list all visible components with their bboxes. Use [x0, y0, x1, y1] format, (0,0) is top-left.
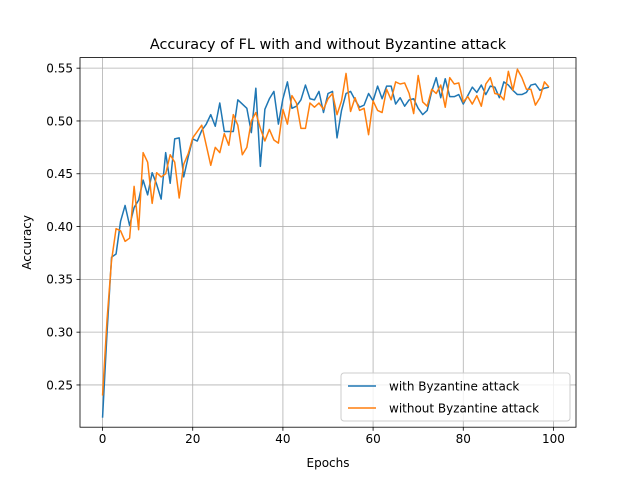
x-tick-label: 60: [365, 432, 380, 446]
x-tick-label: 0: [99, 432, 107, 446]
grid-lines: [80, 57, 576, 428]
legend-label-without-attack: without Byzantine attack: [389, 402, 539, 416]
series-line-without-attack: [101, 68, 550, 396]
legend-box: [340, 372, 571, 422]
legend-label-with-attack: with Byzantine attack: [389, 380, 519, 394]
x-axis-label: Epochs: [307, 456, 350, 470]
y-tick-label: 0.25: [46, 378, 73, 392]
axis-ticks: 0 20 40 60 80 100 0.25 0.30 0.35 0.40 0.45 0.50 0.55: [46, 61, 565, 446]
x-tick-label: 100: [542, 432, 565, 446]
y-tick-label: 0.40: [46, 220, 73, 234]
y-tick-label: 0.35: [46, 273, 73, 287]
legend: with Byzantine attack without Byzantine …: [340, 372, 571, 422]
y-axis-label: Accuracy: [20, 215, 34, 270]
y-tick-label: 0.45: [46, 167, 73, 181]
chart-title: Accuracy of FL with and without Byzantin…: [150, 37, 507, 53]
y-tick-label: 0.55: [46, 61, 73, 75]
x-tick-label: 80: [456, 432, 471, 446]
series-lines: [101, 68, 550, 418]
y-tick-label: 0.50: [46, 114, 73, 128]
x-tick-label: 20: [185, 432, 200, 446]
y-tick-label: 0.30: [46, 325, 73, 339]
x-tick-label: 40: [275, 432, 290, 446]
plot-frame: [79, 57, 577, 428]
